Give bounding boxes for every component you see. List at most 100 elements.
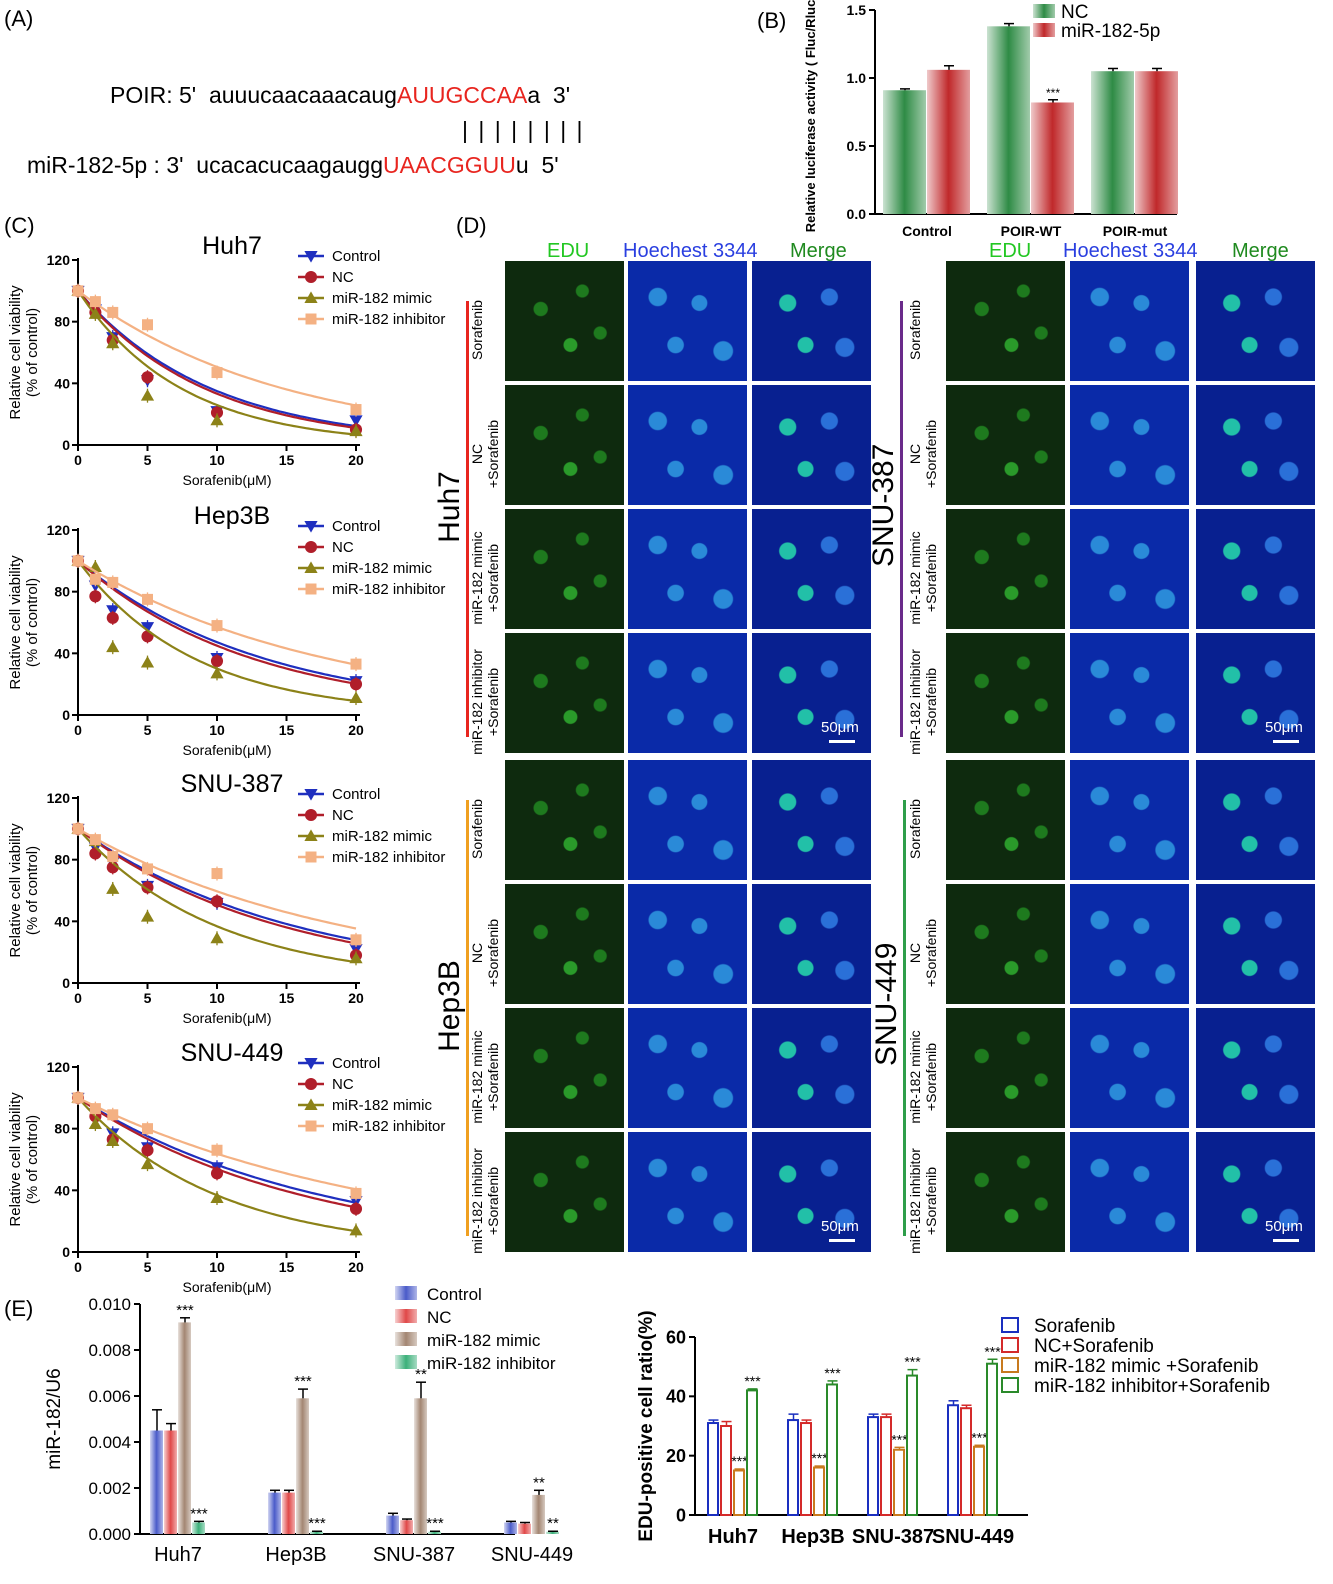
- legend-label: miR-182 mimic: [427, 1331, 541, 1350]
- cell-line-label: Huh7: [433, 471, 466, 543]
- poir-prefix: POIR: 5' auuucaacaaacaug: [110, 82, 397, 108]
- micrograph-merge: [752, 1132, 871, 1252]
- row-label: miR-182 mimic +Sorafenib: [907, 531, 939, 625]
- row-label: Sorafenib: [907, 300, 923, 360]
- bar: [880, 1416, 892, 1517]
- bar: [518, 1523, 531, 1534]
- data-point: [304, 829, 318, 841]
- x-axis-label: Sorafenib(μM): [183, 1010, 272, 1026]
- y-tick-label: 0: [62, 975, 70, 991]
- legend-label: miR-182 mimic: [332, 560, 433, 577]
- y-tick-label: 20: [666, 1446, 686, 1466]
- micrograph-merge: [752, 509, 871, 629]
- data-point: [140, 622, 155, 634]
- legend-label: miR-182 inhibitor: [332, 849, 445, 866]
- category-label: SNU-387: [373, 1544, 455, 1566]
- data-point: [141, 1144, 154, 1157]
- significance-mark: ***: [308, 1515, 326, 1532]
- x-tick-label: 10: [209, 1259, 225, 1275]
- mir182-expression-chart: 0.000 0.002 0.004 0.006 0.008 0.010 miR-182/U6…: [44, 1285, 573, 1566]
- micrograph-edu: [505, 385, 624, 505]
- legend-swatch: [1001, 1377, 1019, 1393]
- x-axis-label: Sorafenib(μM): [183, 1279, 272, 1295]
- data-point: [349, 678, 363, 691]
- micrograph-edu: [946, 509, 1065, 629]
- micrograph-edu: [946, 884, 1065, 1004]
- data-point: [304, 789, 318, 801]
- x-tick-label: 5: [144, 990, 152, 1006]
- bar: [927, 69, 970, 214]
- micrograph-hoechst: [1070, 633, 1189, 753]
- category-label: SNU-449: [491, 1544, 573, 1566]
- significance-mark: ***: [744, 1373, 761, 1389]
- bar: [893, 1448, 905, 1517]
- edu-ratio-chart: 0 20 40 60 EDU-positive cell ratio(%) *** *** H…: [636, 1310, 1270, 1548]
- micrograph-merge: [1196, 884, 1315, 1004]
- row-label: miR-182 inhibitor +Sorafenib: [469, 649, 501, 755]
- data-point: [140, 655, 155, 668]
- bar: [707, 1422, 719, 1517]
- significance-mark: ***: [984, 1343, 1001, 1359]
- significance-mark: ***: [176, 1302, 194, 1319]
- row-label: miR-182 mimic +Sorafenib: [907, 1030, 939, 1124]
- y-tick-label: 40: [666, 1387, 686, 1407]
- scale-bar-label: 50μm: [1265, 1218, 1303, 1235]
- bar: [1031, 102, 1074, 214]
- mir-suffix: u 5': [515, 152, 559, 178]
- bar: [813, 1466, 825, 1517]
- legend-label: miR-182 mimic: [332, 828, 433, 845]
- row-label: NC +Sorafenib: [469, 419, 501, 489]
- micrograph-hoechst: [1070, 1132, 1189, 1252]
- data-point: [140, 910, 155, 922]
- micrograph-edu: [505, 760, 624, 880]
- bar: [504, 1522, 517, 1534]
- legend-swatch: [1001, 1337, 1019, 1353]
- data-point: [72, 555, 84, 567]
- data-point: [89, 1103, 101, 1115]
- legend-swatch: [395, 1286, 417, 1300]
- data-point: [305, 1120, 317, 1132]
- micrograph-edu: [946, 385, 1065, 505]
- data-point: [210, 1191, 224, 1203]
- category-label: SNU-387: [852, 1526, 934, 1548]
- data-point: [88, 1117, 102, 1129]
- x-tick-label: 20: [348, 990, 364, 1006]
- bar: [164, 1430, 177, 1534]
- category-label: SNU-449: [932, 1526, 1014, 1548]
- fit-curve: [77, 290, 357, 428]
- chart-title: Huh7: [202, 232, 262, 260]
- data-point: [142, 863, 153, 875]
- micrograph-hoechst: [628, 760, 747, 880]
- significance-mark: ***: [971, 1429, 988, 1445]
- legend-swatch: [395, 1309, 417, 1323]
- row-label: NC +Sorafenib: [907, 918, 939, 988]
- cell-line-label: Hep3B: [433, 960, 466, 1052]
- y-axis-label: EDU-positive cell ratio(%): [636, 1310, 657, 1541]
- bar: [310, 1531, 323, 1534]
- data-point: [142, 593, 153, 605]
- data-point: [89, 590, 102, 603]
- legend-label: Control: [332, 1055, 380, 1072]
- x-axis-label: Sorafenib(μM): [183, 472, 272, 488]
- y-axis-label: Relative luciferase activity ( Fluc/Rluc…: [803, 0, 818, 232]
- category-label: Huh7: [154, 1544, 202, 1566]
- fit-curve: [77, 559, 357, 685]
- legend-label: miR-182 mimic: [332, 290, 433, 307]
- y-tick-label: 40: [54, 913, 70, 929]
- scale-bar: [829, 1239, 855, 1242]
- panel-label-a: (A): [4, 6, 34, 31]
- y-tick-label: 0: [62, 1244, 70, 1260]
- micrograph-edu: [505, 1008, 624, 1128]
- y-axis-label: Relative cell viability(% of control): [7, 285, 41, 420]
- micrograph-merge: [752, 261, 871, 381]
- y-axis-label-line: (% of control): [24, 846, 41, 935]
- viability-chart-snu449: 0 40 80 120 0 5 10 15 20 Sorafenib(μM) Relative ce…: [7, 1039, 445, 1295]
- data-point: [106, 640, 120, 653]
- bar: [1091, 71, 1134, 214]
- column-header-0: EDU: [547, 240, 590, 262]
- data-point: [305, 851, 317, 863]
- fit-curve: [77, 827, 357, 930]
- fit-curve: [77, 290, 357, 436]
- viability-chart-huh7: 0 40 80 120 0 5 10 15 20 Sorafenib(μM) Relative ce…: [7, 232, 445, 488]
- data-point: [349, 691, 363, 703]
